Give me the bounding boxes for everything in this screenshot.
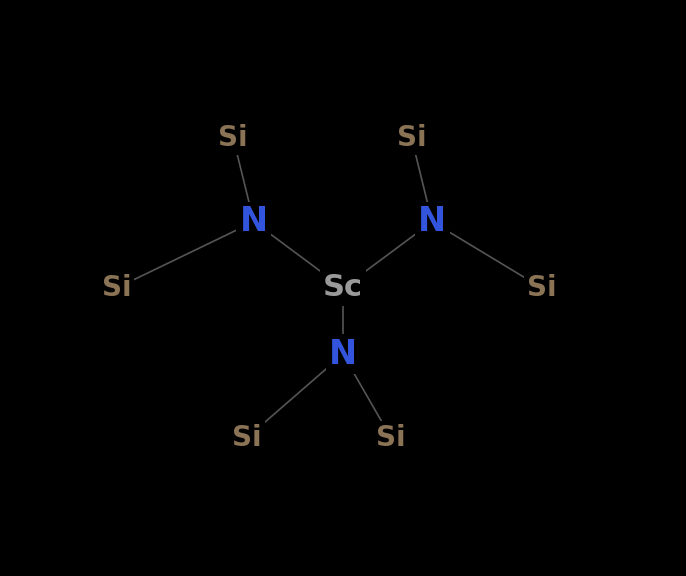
Text: Si: Si xyxy=(397,124,427,152)
Text: N: N xyxy=(418,205,446,238)
Text: Si: Si xyxy=(102,274,132,302)
Text: Si: Si xyxy=(527,274,557,302)
Text: N: N xyxy=(329,338,357,371)
Text: N: N xyxy=(240,205,268,238)
Text: Sc: Sc xyxy=(323,274,363,302)
Text: Si: Si xyxy=(376,424,406,452)
Text: Si: Si xyxy=(232,424,262,452)
Text: Si: Si xyxy=(218,124,248,152)
